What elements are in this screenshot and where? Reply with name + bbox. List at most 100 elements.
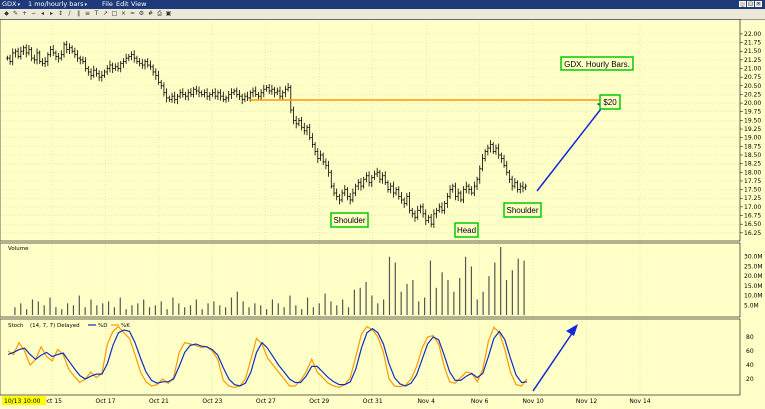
price-bar <box>143 59 147 70</box>
price-bar <box>483 149 487 162</box>
cursor-date-highlight <box>2 396 46 405</box>
maximize-icon[interactable]: □ <box>747 1 754 7</box>
menu-edit[interactable]: Edit <box>116 0 129 8</box>
print-icon[interactable]: ⎙ <box>157 10 162 17</box>
shape-icon[interactable]: □ <box>111 10 118 17</box>
symbol-dropdown[interactable]: GDX <box>2 0 20 10</box>
draw-icon[interactable]: ✎ <box>12 10 19 17</box>
price-tick-label: 22.00 <box>744 31 761 38</box>
stoch-k-line <box>7 325 528 389</box>
price-bar <box>170 92 174 103</box>
price-bar <box>394 187 398 196</box>
price-bar <box>108 60 112 73</box>
zoom-in-icon[interactable]: + <box>21 10 28 17</box>
price-tick-label: 17.25 <box>744 195 761 202</box>
price-bar <box>524 183 527 191</box>
price-bar <box>375 167 379 178</box>
price-bar <box>475 176 479 190</box>
price-bar <box>435 207 438 219</box>
price-bar <box>362 176 365 189</box>
price-bar <box>89 68 93 80</box>
price-bar <box>286 83 290 92</box>
price-bar <box>200 90 204 97</box>
price-bar <box>19 46 23 60</box>
price-tick-label: 16.25 <box>744 230 761 237</box>
date-tick-label: Nov 4 <box>417 398 435 405</box>
bar-setting-dropdown[interactable]: 1 mo/hourly bars <box>28 0 87 10</box>
price-bar <box>159 79 163 89</box>
price-bar <box>57 52 60 63</box>
price-bar <box>60 50 63 61</box>
price-bar <box>502 154 506 168</box>
pan-right-icon[interactable]: ▸ <box>49 10 53 17</box>
save-icon[interactable]: ▣ <box>165 10 172 17</box>
symbol-icon[interactable]: ◆ <box>4 10 9 17</box>
price-bar <box>464 181 468 194</box>
price-bar <box>222 91 225 103</box>
price-bar <box>154 68 158 80</box>
price-bar <box>135 55 139 65</box>
price-bar <box>130 51 133 61</box>
price-tick-label: 19.00 <box>744 135 761 142</box>
price-bar <box>478 165 482 184</box>
price-bar <box>173 91 177 104</box>
fib-icon[interactable]: ≡ <box>84 10 91 17</box>
legend-d-label: %D <box>98 323 107 329</box>
price-tick-label: 18.75 <box>744 143 761 150</box>
stoch-tick-label: 60 <box>746 348 754 355</box>
price-bar <box>289 85 293 114</box>
price-bar <box>508 169 511 184</box>
price-bar <box>8 54 12 65</box>
price-bar <box>51 44 55 57</box>
price-bar <box>470 186 473 196</box>
price-tick-label: 20.00 <box>744 100 761 107</box>
annotation-left-shoulder-box: Shoulder <box>330 212 369 228</box>
volume-tick-label: 30.0M <box>744 254 763 261</box>
settings-icon[interactable]: ⚙ <box>138 10 145 17</box>
price-bar <box>97 70 101 81</box>
price-bar <box>205 88 209 100</box>
line-icon[interactable]: / <box>68 10 71 17</box>
price-bar <box>311 133 314 148</box>
annotation-level: $20 <box>603 98 617 107</box>
price-bar <box>397 186 401 200</box>
volume-tick-label: 25.0M <box>744 263 763 270</box>
compare-icon[interactable]: ≈ <box>129 10 136 17</box>
price-bar <box>491 142 495 154</box>
price-bar <box>427 214 430 224</box>
price-bar <box>189 88 193 97</box>
price-tick-label: 17.00 <box>744 204 761 211</box>
price-bar <box>505 160 509 176</box>
price-bar <box>456 188 460 201</box>
zoom-out-icon[interactable]: − <box>30 10 37 17</box>
price-bar <box>421 203 425 218</box>
menu-view[interactable]: View <box>131 0 147 8</box>
price-bar <box>270 84 274 95</box>
price-bar <box>367 171 371 187</box>
text-icon[interactable]: T <box>94 10 99 17</box>
channel-icon[interactable]: ∥ <box>77 10 80 17</box>
menu-file[interactable]: File <box>102 0 113 8</box>
price-bar <box>365 172 368 183</box>
grid-icon[interactable]: # <box>147 10 154 17</box>
price-bar <box>119 60 123 73</box>
pan-left-icon[interactable]: ◂ <box>40 10 44 17</box>
cross-icon[interactable]: × <box>120 10 127 17</box>
date-tick-label: Nov 12 <box>576 398 597 405</box>
price-bar <box>68 43 71 54</box>
stoch-tick-label: 40 <box>746 362 754 369</box>
close-icon[interactable]: × <box>755 1 762 7</box>
arrow-icon[interactable]: ↗ <box>102 10 109 17</box>
annotation-level-box: $20 <box>599 94 621 110</box>
measure-icon[interactable]: ↕ <box>57 10 64 17</box>
minimize-icon[interactable]: _ <box>739 1 746 7</box>
price-tick-label: 19.75 <box>744 109 761 116</box>
stoch-panel-title: Stoch <box>8 323 24 329</box>
price-tick-label: 18.25 <box>744 161 761 168</box>
annotation-head: Head <box>457 226 476 235</box>
price-bar <box>127 53 131 62</box>
price-bar <box>419 204 422 214</box>
price-bar <box>389 182 392 194</box>
price-bar <box>178 89 182 99</box>
